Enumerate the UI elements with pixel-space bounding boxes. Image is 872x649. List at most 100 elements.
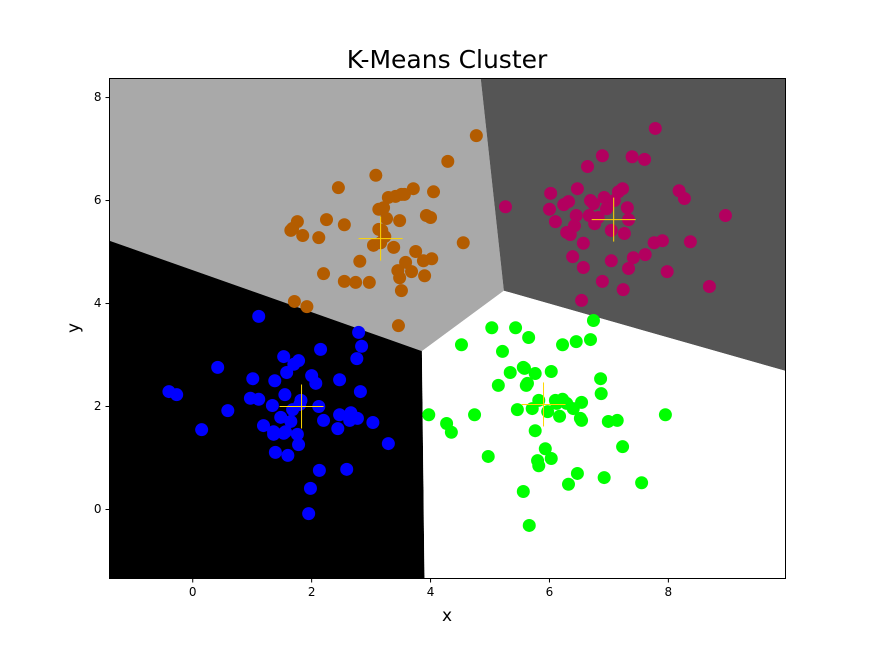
data-point [441,154,455,168]
data-point [372,202,386,216]
data-point [246,372,260,386]
data-point [393,271,407,285]
data-point [498,200,512,214]
data-point [542,202,556,216]
data-point [647,236,661,250]
data-point [677,191,691,205]
y-tick-label: 2 [94,399,102,413]
data-point [353,254,367,268]
data-point [290,427,304,441]
data-point [303,481,317,495]
data-point [702,280,716,294]
data-point [595,274,609,288]
data-point [302,507,316,521]
data-point [317,413,331,427]
data-point [300,300,314,314]
data-point [622,262,636,276]
data-point [391,319,405,333]
data-point [626,251,640,265]
data-point [538,442,552,456]
data-point [355,339,369,353]
data-point [337,274,351,288]
data-point [416,254,430,268]
data-point [570,182,584,196]
x-tick-label: 6 [546,585,554,599]
cluster-region [480,78,786,371]
data-point [468,408,482,422]
data-point [284,414,298,428]
data-point [418,269,432,283]
data-point [331,181,345,195]
data-point [372,222,386,236]
data-point [454,338,468,352]
centroid [279,384,324,429]
data-point [256,419,270,433]
y-tick-label: 8 [94,90,102,104]
data-point [510,403,524,417]
data-point [444,425,458,439]
data-point [604,223,618,237]
data-point [550,396,564,410]
data-point [381,190,395,204]
data-point [522,331,536,345]
data-point [397,187,411,201]
data-point [485,321,499,335]
data-point [683,235,697,249]
data-point [586,314,600,328]
data-point [491,378,505,392]
data-point [548,215,562,229]
data-point [195,423,209,437]
data-point [635,476,649,490]
data-point [588,217,602,231]
plot-frame [109,78,786,579]
data-point [287,294,301,308]
cluster-region [421,290,786,579]
data-point [320,213,334,227]
data-point [581,160,595,174]
cluster-region [109,240,425,579]
data-point [424,211,438,225]
data-point [625,150,639,164]
data-point [503,366,517,380]
data-point [600,202,614,216]
data-point [516,360,530,374]
x-tick-label: 8 [665,585,673,599]
data-point [312,463,326,477]
data-point [352,325,366,339]
y-tick-label: 0 [94,502,102,516]
data-point [567,219,581,233]
data-point [544,364,558,378]
data-point [409,245,423,259]
data-point [570,466,584,480]
data-point [366,415,380,429]
data-point [399,255,413,269]
data-point [350,352,364,366]
data-point [293,397,307,411]
data-point [268,374,282,388]
regions [109,78,786,579]
data-point [617,226,631,240]
data-point [495,344,509,358]
data-point [569,208,583,222]
data-point [509,321,523,335]
data-point [594,372,608,386]
data-point [553,409,567,423]
data-point [340,462,354,476]
data-point [274,410,288,424]
centroid [358,216,403,261]
data-point [353,385,367,399]
data-point [638,248,652,262]
data-point [422,408,436,422]
data-point [648,121,662,135]
data-point [541,405,555,419]
data-point [528,424,542,438]
data-point [610,413,624,427]
data-point [349,275,363,289]
data-point [268,445,282,459]
data-point [566,250,580,264]
data-point [170,388,184,402]
data-point [607,194,621,208]
data-point [221,404,235,418]
data-point [576,260,590,274]
